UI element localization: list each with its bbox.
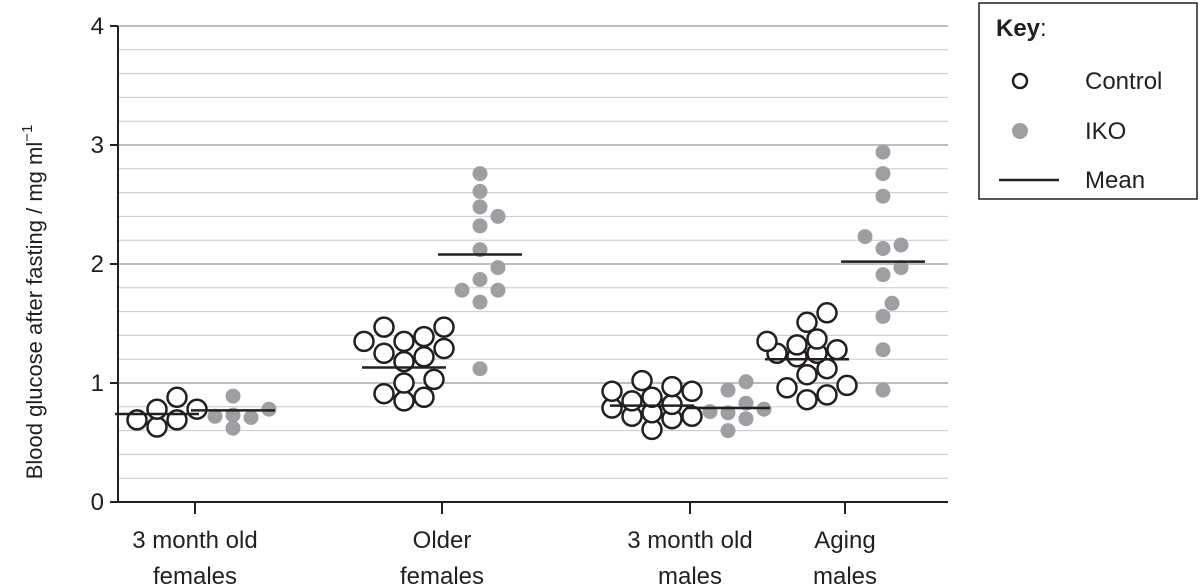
- iko-point: [738, 374, 754, 390]
- axes: [110, 25, 948, 514]
- control-point: [816, 384, 838, 406]
- iko-point: [893, 237, 909, 253]
- control-point: [836, 374, 858, 397]
- y-tick-label: 1: [91, 370, 104, 397]
- iko-point: [454, 282, 470, 298]
- control-point: [373, 316, 395, 338]
- control-point: [433, 337, 455, 360]
- iko-point: [490, 260, 506, 276]
- control-point: [816, 302, 838, 324]
- iko-point: [207, 408, 223, 424]
- control-point: [621, 390, 643, 412]
- control-point: [393, 390, 415, 412]
- iko-point: [472, 272, 488, 287]
- control-point: [776, 377, 798, 399]
- control-point: [413, 346, 435, 368]
- iko-point: [875, 241, 891, 256]
- iko-point: [875, 382, 891, 398]
- iko-point: [490, 282, 506, 298]
- iko-point: [490, 208, 506, 224]
- iko-point: [720, 382, 736, 398]
- control-point: [413, 386, 435, 409]
- iko-point: [225, 420, 241, 436]
- y-axis-title-superscript: −1: [19, 125, 36, 142]
- y-tick-label: 2: [91, 251, 104, 278]
- legend-title: Key:: [996, 15, 1047, 42]
- control-point: [786, 334, 808, 356]
- control-point: [796, 311, 818, 334]
- mean-lines: [115, 253, 925, 416]
- control-point: [796, 363, 818, 386]
- x-category-label: 3 month old: [132, 527, 257, 554]
- iko-point: [893, 260, 909, 276]
- iko-point: [738, 411, 754, 427]
- gridlines: [118, 25, 948, 479]
- iko-point: [243, 410, 259, 425]
- y-tick-labels: 0 1 2 3 4: [91, 13, 104, 516]
- control-point: [681, 380, 703, 403]
- control-point: [601, 380, 623, 403]
- control-point: [146, 416, 168, 438]
- y-tick-label: 0: [91, 489, 104, 516]
- x-category-labels: 3 month old females Older females 3 month ol…: [132, 527, 877, 588]
- control-point: [423, 368, 445, 391]
- y-tick-label: 3: [91, 132, 104, 159]
- legend-iko-label: IKO: [1085, 118, 1126, 145]
- legend-iko-marker: [1012, 123, 1028, 139]
- control-point: [756, 330, 778, 353]
- legend-title-colon: :: [1040, 15, 1047, 42]
- legend-title-text: Key: [996, 15, 1041, 42]
- control-point: [373, 382, 395, 405]
- x-category-label: males: [813, 563, 877, 588]
- iko-point: [472, 183, 488, 199]
- iko-point: [472, 166, 488, 182]
- iko-point: [875, 308, 891, 324]
- legend-mean-label: Mean: [1085, 167, 1145, 194]
- legend: Key: Control IKO Mean: [978, 2, 1198, 200]
- control-point: [353, 330, 375, 353]
- x-category-label: 3 month old: [627, 527, 752, 554]
- x-category-label: Older: [413, 527, 472, 554]
- data-points: [126, 144, 909, 441]
- control-point: [393, 330, 415, 353]
- y-tick-label: 4: [91, 13, 104, 40]
- control-point: [806, 328, 828, 350]
- control-point: [661, 375, 683, 398]
- control-point: [796, 388, 818, 411]
- iko-point: [472, 294, 488, 310]
- iko-point: [702, 404, 718, 420]
- control-point: [681, 405, 703, 428]
- legend-control-marker: [1011, 72, 1029, 90]
- x-category-label: Aging: [814, 527, 875, 554]
- iko-point: [720, 423, 736, 439]
- legend-control-label: Control: [1085, 68, 1162, 95]
- iko-point: [884, 295, 900, 311]
- iko-point: [857, 229, 873, 245]
- iko-point: [472, 218, 488, 234]
- iko-point: [875, 267, 891, 283]
- control-point: [826, 338, 848, 361]
- control-point: [166, 386, 188, 409]
- control-point: [433, 316, 455, 338]
- iko-point: [472, 199, 488, 215]
- x-category-label: males: [658, 563, 722, 588]
- iko-point: [875, 342, 891, 358]
- iko-point: [875, 166, 891, 182]
- control-point: [146, 398, 168, 420]
- x-category-label: females: [153, 563, 237, 588]
- control-point: [413, 325, 435, 348]
- y-axis-title-main: Blood glucose after fasting / mg ml: [22, 142, 47, 480]
- iko-point: [875, 144, 891, 160]
- iko-point: [225, 388, 241, 404]
- iko-point: [472, 361, 488, 377]
- iko-point: [875, 188, 891, 204]
- x-category-label: females: [400, 563, 484, 588]
- control-point: [373, 342, 395, 365]
- control-point: [393, 372, 415, 394]
- y-axis-title: Blood glucose after fasting / mg ml−1: [19, 125, 47, 480]
- legend-box: [978, 2, 1198, 200]
- control-point: [631, 369, 653, 392]
